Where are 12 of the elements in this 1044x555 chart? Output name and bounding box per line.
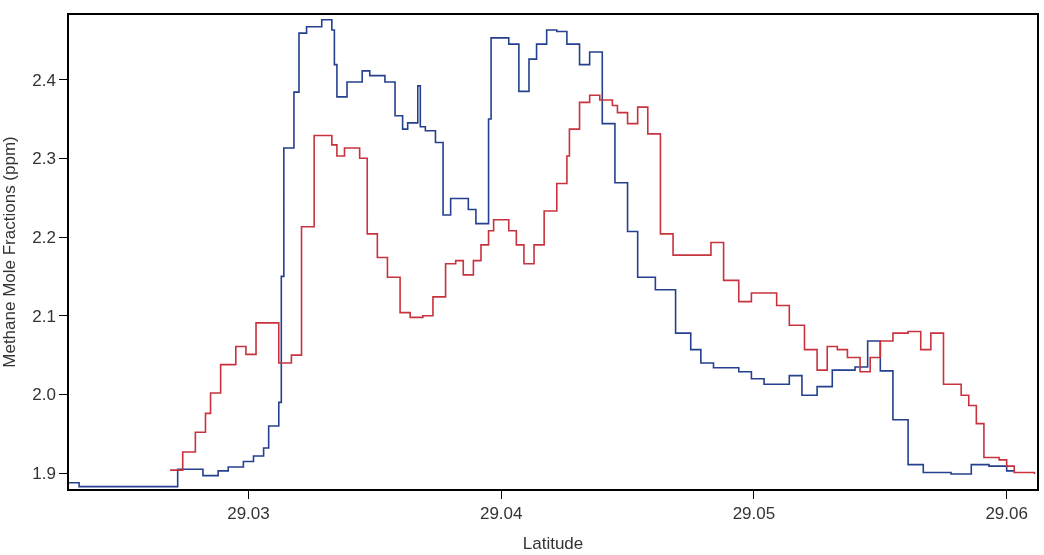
y-tick-label: 1.9 [32,464,56,484]
x-tick-label: 29.05 [732,504,776,524]
y-tick-label: 2.4 [32,70,56,90]
y-tick-label: 2.0 [32,385,56,405]
y-tick-label: 2.3 [32,149,56,169]
y-axis-title: Methane Mole Fractions (ppm) [0,136,19,368]
y-tick-label: 2.2 [32,227,56,247]
x-tick-label: 29.06 [985,504,1028,524]
x-tick-label: 29.04 [479,504,523,524]
x-tick-label: 29.03 [227,504,270,524]
x-axis-title: Latitude [522,534,584,554]
y-tick-label: 2.1 [32,306,56,326]
